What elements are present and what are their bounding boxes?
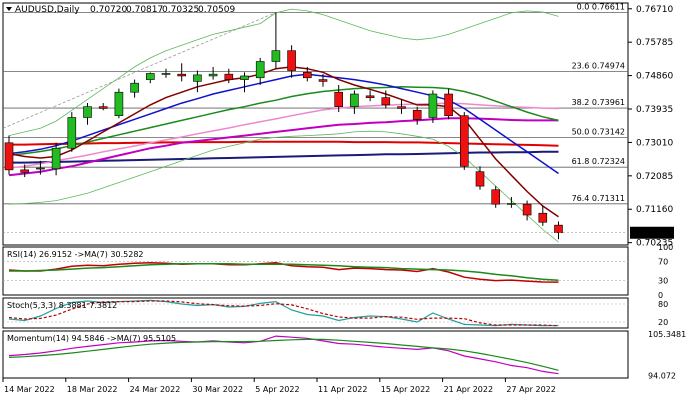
candle-bearish[interactable] [412,109,422,120]
candle-bullish[interactable] [428,93,438,118]
fib-level-label: 38.2 0.73961 [572,98,625,107]
rsi-axis-label: 70 [658,257,668,266]
price-axis-label: 0.75785 [636,38,673,48]
candle-bearish[interactable] [318,79,328,82]
x-axis-label: 30 Mar 2022 [192,385,243,394]
candle-bullish[interactable] [255,61,265,79]
candle-bearish[interactable] [4,142,14,171]
x-axis-label: 27 Apr 2022 [506,385,555,394]
x-axis-label: 18 Mar 2022 [67,385,118,394]
ohlc-close: 0.70509 [198,5,235,15]
candle-bearish[interactable] [98,106,108,109]
stoch-line [8,299,559,327]
candle-bearish[interactable] [365,95,375,98]
fib-level-label: 61.8 0.72324 [572,157,625,166]
candle-bullish[interactable] [83,106,92,118]
candle-bearish[interactable] [554,224,563,234]
candle-bearish[interactable] [459,115,469,167]
momentum-axis-label: 105.3481 [648,330,686,339]
candle-bullish[interactable] [114,91,124,116]
rsi-axis-label: 0 [658,291,663,300]
x-axis-label: 15 Apr 2022 [381,385,430,394]
price-axis-label: 0.76710 [636,5,673,15]
ohlc-high: 0.70817 [126,5,163,15]
candle-bullish[interactable] [51,147,61,170]
candle-bearish[interactable] [302,72,312,79]
candle-bullish[interactable] [130,82,139,93]
current-price-label: 0.70509 [634,229,671,239]
x-axis-label: 11 Apr 2022 [318,385,367,394]
price-line-ma-pink [8,102,559,169]
candle-bearish[interactable] [287,50,296,71]
momentum-line [8,335,559,375]
candle-bullish[interactable] [507,203,516,205]
candle-bullish[interactable] [146,73,155,80]
fib-level-label: 50.0 0.73142 [572,128,625,137]
stoch-axis-label: 20 [658,318,668,327]
candle-bearish[interactable] [538,212,548,223]
stoch-label: Stoch(5,3,3) 8.3881 7.3812 [7,301,117,310]
price-axis-label: 0.70235 [636,239,673,249]
fib-level-label: 76.4 0.71311 [572,194,625,203]
panel-frame-price [2,2,629,246]
rsi-line [9,263,559,282]
momentum-axis-label: 94.072 [648,372,676,381]
price-axis-label: 0.72085 [636,172,673,182]
fib-level-label: 0.0 0.76611 [577,2,625,11]
rsi-axis-label: 30 [658,277,668,286]
panel-frame-sto [2,297,629,329]
candle-bearish[interactable] [177,73,186,77]
candle-bearish[interactable] [491,189,501,205]
candle-bullish[interactable] [240,75,249,80]
candle-bearish[interactable] [381,97,391,106]
candle-bullish[interactable] [161,73,171,75]
ohlc-low: 0.70325 [162,5,199,15]
stoch-axis-label: 80 [658,300,668,309]
ohlc-open: 0.70720 [90,5,127,15]
candle-bullish[interactable] [271,50,281,62]
momentum-line [8,338,559,371]
price-axis-label: 0.73935 [636,105,673,115]
stoch-line [8,300,559,327]
price-line-ma-blue [8,73,559,175]
chart-header-title: AUDUSD,Daily [15,5,80,15]
rsi-axis-label: 100 [658,243,673,252]
candle-bearish[interactable] [444,93,453,116]
candle-bullish[interactable] [36,167,45,170]
price-axis-label: 0.74860 [636,72,673,82]
x-axis-label: 24 Mar 2022 [130,385,181,394]
momentum-label: Momentum(14) 94.5846 ->MA(7) 95.5105 [7,334,176,343]
x-axis-label: 14 Mar 2022 [4,385,55,394]
price-axis-label: 0.73010 [636,138,673,148]
panel-frame-rsi [2,246,629,296]
candle-bearish[interactable] [397,106,406,109]
candle-bullish[interactable] [67,117,77,149]
current-price-tag [630,226,674,239]
candle-bullish[interactable] [193,74,202,82]
candle-bullish[interactable] [350,93,359,107]
x-axis-label: 5 Apr 2022 [255,385,299,394]
candle-bullish[interactable] [208,73,218,77]
x-axis-label: 21 Apr 2022 [444,385,493,394]
candle-bearish[interactable] [475,171,485,187]
price-axis-label: 0.71160 [636,205,673,215]
candle-bearish[interactable] [334,91,344,107]
price-line-ma-green [8,86,559,157]
trendline [2,12,277,129]
dropdown-arrow-icon[interactable] [6,7,12,11]
fib-level-label: 23.6 0.74974 [572,61,625,70]
rsi-label: RSI(14) 26.9152 ->MA(7) 30.5282 [7,250,144,259]
candle-bearish[interactable] [224,73,234,80]
price-line-bb-upper [8,8,559,136]
candle-bearish[interactable] [522,203,532,216]
candle-bearish[interactable] [20,169,30,173]
